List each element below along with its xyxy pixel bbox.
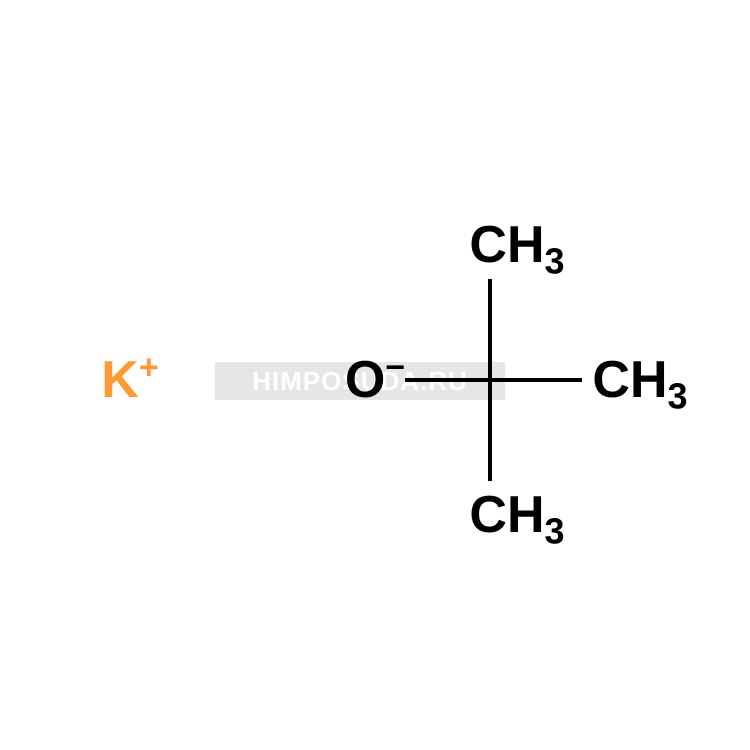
atom-o: O− — [345, 350, 405, 410]
atom-ch3_right: CH3 — [592, 350, 687, 410]
atom-ch3_top: CH3 — [469, 215, 564, 275]
atom-k: K+ — [101, 350, 158, 410]
atom-ch3_bottom: CH3 — [469, 485, 564, 545]
chemical-structure-diagram: HIMPOSUDA.RU K+O−CH3CH3CH3 — [0, 0, 750, 750]
